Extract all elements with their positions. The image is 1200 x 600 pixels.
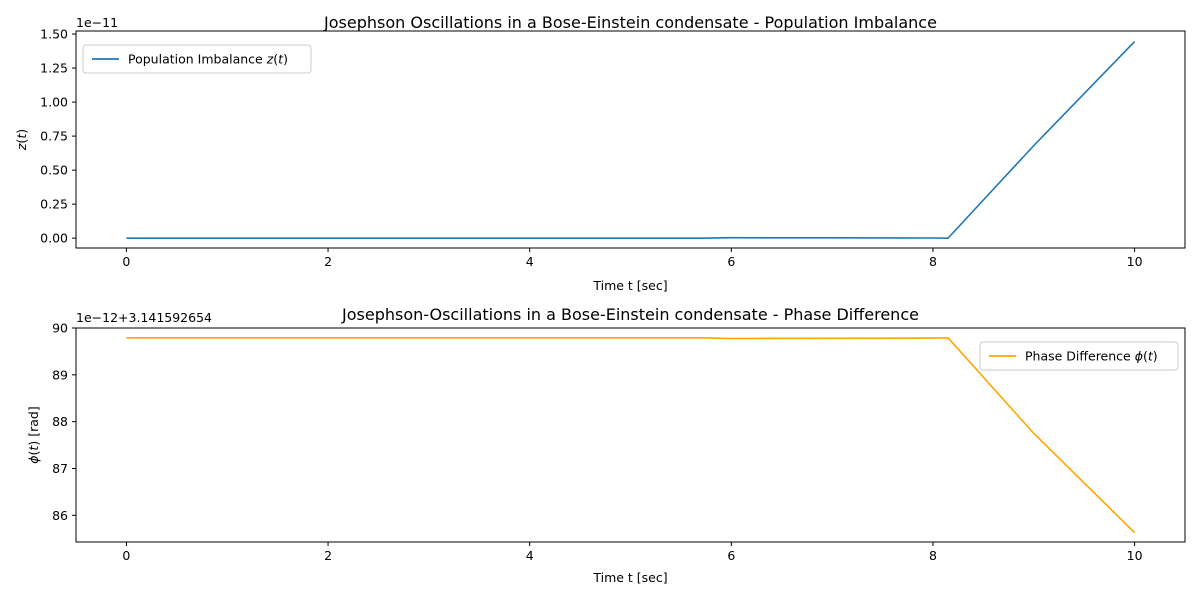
y-tick-label: 1.00 (40, 95, 68, 110)
x-tick-label: 0 (122, 548, 130, 563)
y-tick-label: 0.50 (40, 163, 68, 178)
y-tick-label: 0.25 (40, 197, 68, 212)
x-tick-label: 2 (324, 254, 332, 269)
x-tick-label: 10 (1127, 254, 1143, 269)
x-tick-label: 4 (526, 254, 534, 269)
text-part: ) (14, 129, 29, 134)
x-tick-label: 6 (727, 548, 735, 563)
x-tick-label: 0 (122, 254, 130, 269)
series-line-1 (126, 40, 1136, 239)
text-part: z (266, 52, 274, 67)
x-tick-label: 10 (1127, 548, 1143, 563)
text-part: ϕ (1135, 349, 1143, 364)
text-part: Population Imbalance (128, 52, 267, 67)
y-axis-label: z(t) (14, 129, 29, 151)
y-tick-label: 0.00 (40, 231, 68, 246)
legend: Phase Difference ϕ(t) (979, 341, 1179, 371)
y-tick-label: 88 (52, 414, 68, 429)
x-tick-label: 2 (324, 548, 332, 563)
series-line-1 (126, 337, 1136, 534)
legend-box (82, 44, 312, 74)
text-part: Phase Difference (1025, 349, 1135, 364)
text-part: ) (26, 441, 41, 446)
y-tick-label: 1.50 (40, 27, 68, 42)
x-axis-label: Time t [sec] (592, 570, 667, 585)
text-part: ( (14, 139, 29, 144)
x-axis-label: Time t [sec] (592, 278, 667, 293)
x-tick-label: 4 (526, 548, 534, 563)
chart-title: Josephson-Oscillations in a Bose-Einstei… (341, 305, 919, 324)
text-part: ) (283, 52, 288, 67)
x-tick-label: 8 (929, 548, 937, 563)
text-part: ( (1143, 349, 1148, 364)
text-part: ) (1153, 349, 1158, 364)
legend-box (979, 341, 1179, 371)
text-part: t (1148, 349, 1154, 364)
y-tick-label: 0.75 (40, 129, 68, 144)
text-part: t (26, 445, 41, 451)
chart-panel-2: Josephson-Oscillations in a Bose-Einstei… (26, 305, 1186, 585)
y-tick-label: 89 (52, 367, 68, 382)
y-tick-label: 87 (52, 461, 68, 476)
y-offset-label: 1e−12+3.141592654 (76, 310, 212, 325)
text-part: ϕ (26, 455, 41, 463)
x-tick-label: 8 (929, 254, 937, 269)
text-part: ( (273, 52, 278, 67)
text-part: ( (26, 451, 41, 456)
text-part: z (14, 143, 29, 151)
chart-title: Josephson Oscillations in a Bose-Einstei… (323, 13, 937, 32)
y-tick-label: 86 (52, 508, 68, 523)
legend-label: Phase Difference ϕ(t) (1025, 349, 1158, 364)
x-tick-label: 6 (727, 254, 735, 269)
y-axis-label: ϕ(t) [rad] (26, 406, 41, 463)
text-part: t (14, 133, 29, 139)
y-offset-label: 1e−11 (76, 15, 118, 30)
y-tick-label: 1.25 (40, 61, 68, 76)
text-part: [rad] (26, 406, 41, 440)
legend-label: Population Imbalance z(t) (128, 52, 288, 67)
axes-frame (75, 30, 1186, 249)
legend: Population Imbalance z(t) (82, 44, 312, 74)
chart-panel-1: Josephson Oscillations in a Bose-Einstei… (14, 13, 1186, 293)
axes-frame (75, 327, 1186, 543)
text-part: t (278, 52, 284, 67)
y-tick-label: 90 (52, 321, 68, 336)
